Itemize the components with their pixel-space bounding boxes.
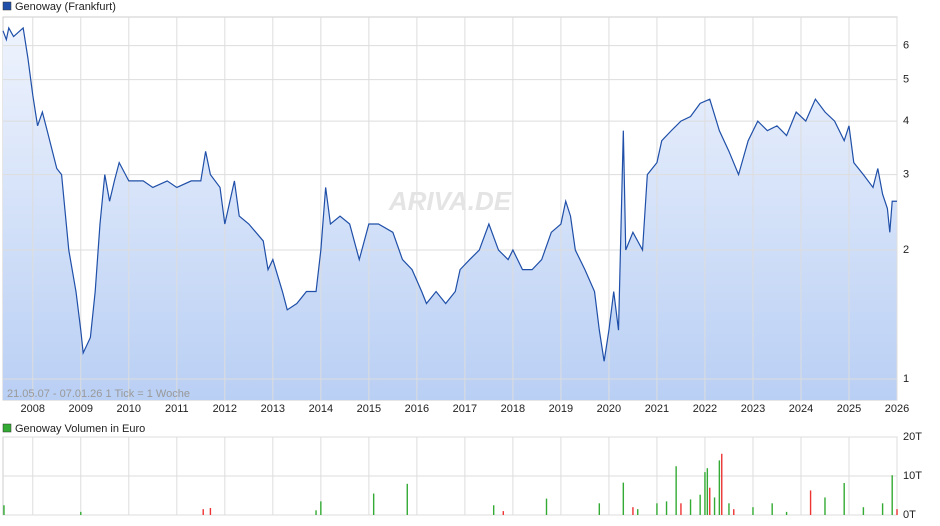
volume-bar <box>752 507 754 515</box>
x-tick-label: 2026 <box>885 403 909 415</box>
x-tick-label: 2014 <box>309 403 333 415</box>
y-tick-label: 2 <box>903 244 909 256</box>
y-tick-label: 0T <box>903 509 916 521</box>
volume-bar <box>202 509 204 515</box>
volume-bar <box>843 483 845 515</box>
legend-swatch <box>2 1 12 11</box>
area-fill <box>3 27 897 401</box>
volume-bar <box>632 507 634 515</box>
watermark: ARIVA.DE <box>388 186 512 216</box>
volume-bar <box>209 507 212 515</box>
volume-bar <box>80 511 82 515</box>
volume-bar <box>675 466 677 515</box>
volume-bar <box>713 497 716 515</box>
x-tick-label: 2017 <box>453 403 477 415</box>
price-line <box>2 26 897 362</box>
volume-bar <box>733 509 735 515</box>
x-tick-label: 2022 <box>693 403 717 415</box>
volume-bar <box>665 501 668 515</box>
volume-bar <box>637 509 639 515</box>
volume-bar <box>896 509 898 515</box>
volume-bar <box>721 453 723 515</box>
volume-bar <box>3 505 5 515</box>
volume-bar <box>881 503 884 515</box>
y-tick-label: 4 <box>903 115 909 127</box>
volume-bar <box>320 501 322 515</box>
y-tick-label: 6 <box>903 40 909 52</box>
volume-bar <box>502 511 504 515</box>
x-tick-label: 2010 <box>117 403 141 415</box>
volume-bar <box>680 503 682 515</box>
volume-bar <box>372 493 375 515</box>
x-tick-label: 2015 <box>357 403 381 415</box>
volume-bar <box>315 510 317 515</box>
volume-bar <box>406 483 408 515</box>
volume-bar <box>656 503 658 515</box>
x-tick-label: 2011 <box>165 403 189 415</box>
x-tick-label: 2019 <box>549 403 573 415</box>
x-tick-label: 2012 <box>213 403 237 415</box>
legend-label: Genoway (Frankfurt) <box>15 1 116 13</box>
volume-bar <box>492 505 495 515</box>
volume-bar <box>545 498 548 515</box>
volume-bar <box>728 503 730 515</box>
y-tick-label: 5 <box>903 73 909 85</box>
x-tick-label: 2016 <box>405 403 429 415</box>
x-tick-label: 2008 <box>21 403 45 415</box>
volume-bar <box>704 472 706 515</box>
volume-bar <box>598 503 601 515</box>
y-tick-label: 1 <box>903 373 909 385</box>
volume-bar <box>718 460 721 515</box>
volume-bar <box>824 497 826 515</box>
volume-bar <box>809 490 812 515</box>
x-tick-label: 2024 <box>789 403 813 415</box>
y-tick-label: 3 <box>903 169 909 181</box>
legend-label: Genoway Volumen in Euro <box>15 423 145 435</box>
annotation: 21.05.07 - 07.01.26 1 Tick = 1 Woche <box>7 388 190 400</box>
x-tick-label: 2013 <box>261 403 285 415</box>
x-tick-label: 2009 <box>69 403 93 415</box>
volume-bar <box>699 494 701 515</box>
volume-bar <box>891 475 893 515</box>
volume-bar <box>706 468 709 515</box>
x-tick-label: 2018 <box>501 403 525 415</box>
x-tick-label: 2023 <box>741 403 765 415</box>
volume-bar <box>862 507 865 515</box>
x-tick-label: 2025 <box>837 403 861 415</box>
volume-bar <box>709 487 711 515</box>
volume-bar <box>689 499 692 515</box>
volume-bar <box>771 503 773 515</box>
y-tick-label: 10T <box>903 470 922 482</box>
x-tick-label: 2021 <box>645 403 669 415</box>
volume-bar <box>785 511 788 515</box>
y-tick-label: 20T <box>903 431 922 443</box>
legend-swatch <box>2 423 12 433</box>
x-tick-label: 2020 <box>597 403 621 415</box>
volume-bar <box>622 482 625 515</box>
